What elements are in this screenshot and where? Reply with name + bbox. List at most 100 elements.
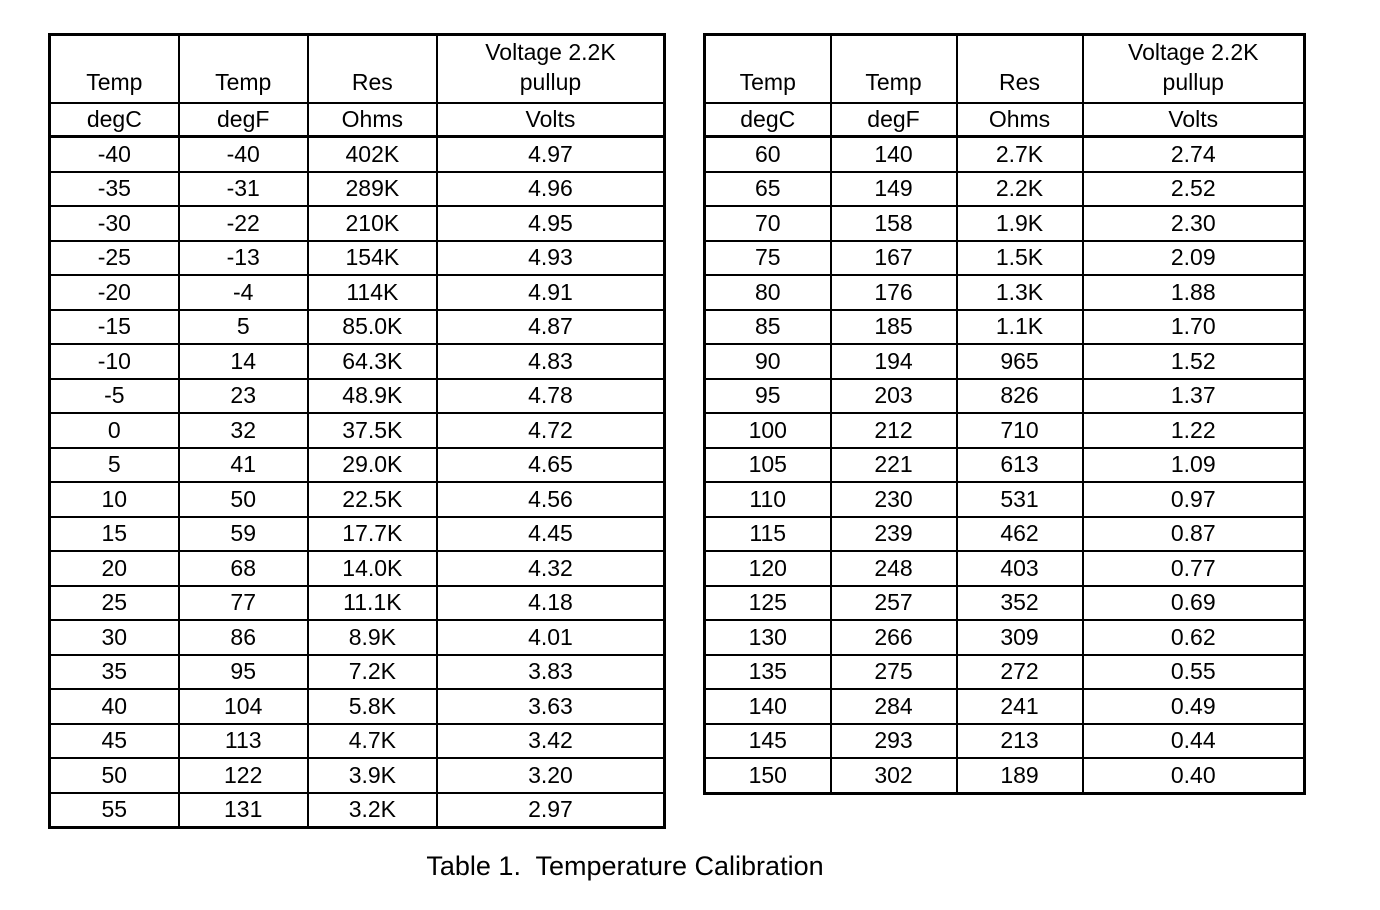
table-row: 145 293 213 0.44 (703, 722, 1306, 759)
table-cell: 4.18 (435, 584, 666, 621)
table-cell: 239 (829, 515, 958, 552)
header-row: Temp Temp Res Voltage 2.2K pullup (48, 33, 666, 104)
header-cell: Res (955, 33, 1084, 104)
table-cell: 4.56 (435, 481, 666, 518)
table-cell: 3.9K (306, 757, 438, 794)
table-cell: 4.83 (435, 343, 666, 380)
table-cell: 0.87 (1081, 515, 1306, 552)
table-cell: 0.40 (1081, 757, 1306, 794)
table-cell: 4.97 (435, 135, 666, 173)
header-cell: degC (48, 102, 180, 138)
table-cell: 105 (703, 446, 832, 483)
temperature-calibration-table-right: Temp Temp Res Voltage 2.2K pullup degC degF Oh… (703, 33, 1306, 795)
table-cell: 120 (703, 550, 832, 587)
table-cell: 140 (703, 688, 832, 725)
table-cell: -40 (177, 135, 309, 173)
table-cell: 272 (955, 653, 1084, 690)
table-row: -15 5 85.0K 4.87 (48, 308, 666, 345)
table-cell: 257 (829, 584, 958, 621)
header-cell: Temp (829, 33, 958, 104)
table-cell: 100 (703, 412, 832, 449)
table-cell: 275 (829, 653, 958, 690)
table-cell: 122 (177, 757, 309, 794)
table-cell: 158 (829, 205, 958, 242)
table-cell: 55 (48, 791, 180, 829)
table-cell: 65 (703, 170, 832, 207)
table-row: -10 14 64.3K 4.83 (48, 343, 666, 380)
table-cell: 4.01 (435, 619, 666, 656)
table-row: 70 158 1.9K 2.30 (703, 205, 1306, 242)
table-row: 120 248 403 0.77 (703, 550, 1306, 587)
table-cell: -30 (48, 205, 180, 242)
table-cell: 4.91 (435, 274, 666, 311)
table-cell: 29.0K (306, 446, 438, 483)
table-cell: 4.96 (435, 170, 666, 207)
table-cell: -13 (177, 239, 309, 276)
header-row: Temp Temp Res Voltage 2.2K pullup (703, 33, 1306, 104)
table-cell: 212 (829, 412, 958, 449)
table-cell: 2.7K (955, 135, 1084, 173)
table-cell: 1.37 (1081, 377, 1306, 414)
table-cell: 104 (177, 688, 309, 725)
table-row: 85 185 1.1K 1.70 (703, 308, 1306, 345)
table-cell: 0 (48, 412, 180, 449)
table-cell: 32 (177, 412, 309, 449)
table-row: 5 41 29.0K 4.65 (48, 446, 666, 483)
table-row: -30 -22 210K 4.95 (48, 205, 666, 242)
header-row: degC degF Ohms Volts (703, 102, 1306, 138)
table-cell: 85.0K (306, 308, 438, 345)
header-cell: Temp (48, 33, 180, 104)
table-cell: 0.62 (1081, 619, 1306, 656)
table-cell: 248 (829, 550, 958, 587)
table-row: 100 212 710 1.22 (703, 412, 1306, 449)
table-cell: 75 (703, 239, 832, 276)
table-cell: 302 (829, 757, 958, 794)
table-cell: 5 (177, 308, 309, 345)
table-cell: 131 (177, 791, 309, 829)
table-cell: 1.52 (1081, 343, 1306, 380)
table-row: 115 239 462 0.87 (703, 515, 1306, 552)
table-cell: 40 (48, 688, 180, 725)
table-cell: -5 (48, 377, 180, 414)
table-cell: 4.65 (435, 446, 666, 483)
table-cell: 2.52 (1081, 170, 1306, 207)
table-cell: 1.22 (1081, 412, 1306, 449)
table-row: -40 -40 402K 4.97 (48, 135, 666, 173)
table-cell: 2.74 (1081, 135, 1306, 173)
table-cell: 20 (48, 550, 180, 587)
header-cell: Res (306, 33, 438, 104)
table-cell: 8.9K (306, 619, 438, 656)
table-cell: 2.09 (1081, 239, 1306, 276)
table-cell: 0.49 (1081, 688, 1306, 725)
table-row: 65 149 2.2K 2.52 (703, 170, 1306, 207)
table-header: Temp Temp Res Voltage 2.2K pullup degC degF Oh… (48, 33, 666, 138)
header-cell: Temp (177, 33, 309, 104)
table-row: 135 275 272 0.55 (703, 653, 1306, 690)
table-cell: 1.9K (955, 205, 1084, 242)
table-body: 60 140 2.7K 2.74 65 149 2.2K 2.52 70 158 1.9K 2.30 7… (703, 135, 1306, 794)
header-cell: Temp (703, 33, 832, 104)
table-cell: 5.8K (306, 688, 438, 725)
table-row: -5 23 48.9K 4.78 (48, 377, 666, 414)
header-cell: degF (177, 102, 309, 138)
table-cell: 90 (703, 343, 832, 380)
header-cell: degC (703, 102, 832, 138)
table-cell: 149 (829, 170, 958, 207)
header-cell: degF (829, 102, 958, 138)
table-cell: 1.3K (955, 274, 1084, 311)
table-cell: 4.78 (435, 377, 666, 414)
table-cell: 145 (703, 722, 832, 759)
table-cell: 60 (703, 135, 832, 173)
table-row: 75 167 1.5K 2.09 (703, 239, 1306, 276)
table-row: -20 -4 114K 4.91 (48, 274, 666, 311)
table-row: 110 230 531 0.97 (703, 481, 1306, 518)
table-cell: 110 (703, 481, 832, 518)
table-cell: 309 (955, 619, 1084, 656)
table-row: 30 86 8.9K 4.01 (48, 619, 666, 656)
table-cell: -31 (177, 170, 309, 207)
table-cell: 189 (955, 757, 1084, 794)
table-cell: 95 (177, 653, 309, 690)
table-cell: 17.7K (306, 515, 438, 552)
table-cell: 10 (48, 481, 180, 518)
table-row: 15 59 17.7K 4.45 (48, 515, 666, 552)
